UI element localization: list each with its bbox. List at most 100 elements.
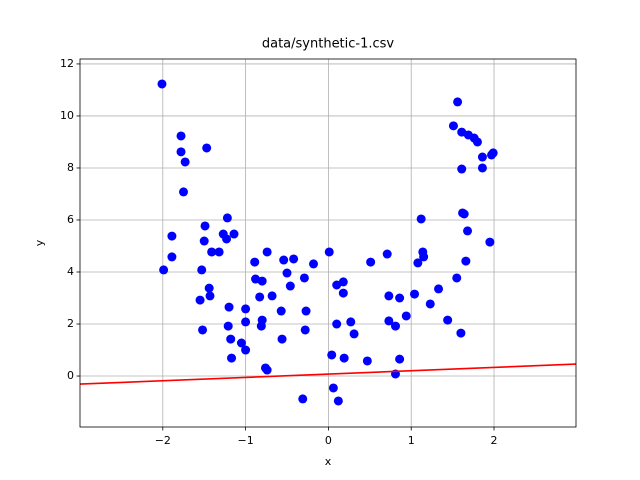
y-tick-label: 12 <box>60 57 74 70</box>
scatter-point <box>366 257 376 267</box>
scatter-point <box>180 157 190 167</box>
scatter-point <box>179 187 189 197</box>
scatter-point <box>204 283 214 293</box>
scatter-point <box>419 252 429 262</box>
scatter-point <box>425 299 435 309</box>
scatter-point <box>195 295 205 305</box>
y-tick-label: 6 <box>67 213 74 226</box>
scatter-point <box>236 338 246 348</box>
scatter-point <box>477 163 487 173</box>
axes-frame <box>79 58 577 428</box>
scatter-point <box>167 252 177 262</box>
y-tick-label: 10 <box>60 109 74 122</box>
scatter-point <box>301 306 311 316</box>
scatter-point <box>324 247 334 257</box>
scatter-point <box>224 302 234 312</box>
scatter-point <box>309 259 319 269</box>
scatter-point <box>276 306 286 316</box>
x-tick-label: 2 <box>491 434 498 447</box>
scatter-point <box>338 277 348 287</box>
fit-line <box>79 363 577 385</box>
scatter-point <box>157 79 167 89</box>
scatter-point <box>362 356 372 366</box>
scatter-point <box>176 131 186 141</box>
x-tick-label: −1 <box>237 434 253 447</box>
scatter-point <box>229 229 239 239</box>
scatter-point <box>459 209 469 219</box>
scatter-point <box>346 317 356 327</box>
scatter-point <box>262 365 272 375</box>
scatter-point <box>413 258 423 268</box>
scatter-point <box>298 394 308 404</box>
x-tick-label: −2 <box>155 434 171 447</box>
scatter-point <box>395 354 405 364</box>
scatter-point <box>390 321 400 331</box>
scatter-point <box>277 334 287 344</box>
scatter-point <box>199 236 209 246</box>
scatter-point <box>401 311 411 321</box>
scatter-point <box>299 273 309 283</box>
scatter-point <box>285 281 295 291</box>
scatter-point <box>207 247 217 257</box>
y-tick-label: 4 <box>67 265 74 278</box>
scatter-point <box>282 268 292 278</box>
x-axis-label: x <box>325 455 332 468</box>
y-tick-label: 8 <box>67 161 74 174</box>
grid <box>80 59 576 427</box>
plot-area <box>79 79 577 406</box>
scatter-point <box>241 317 251 327</box>
scatter-point <box>262 247 272 257</box>
scatter-point <box>410 289 420 299</box>
x-tick-label: 1 <box>408 434 415 447</box>
scatter-point <box>250 257 260 267</box>
scatter-point <box>159 265 169 275</box>
scatter-point <box>267 291 277 301</box>
y-tick-label: 2 <box>67 317 74 330</box>
scatter-point <box>339 353 349 363</box>
scatter-point <box>327 350 337 360</box>
scatter-point <box>338 288 348 298</box>
scatter-point <box>332 319 342 329</box>
scatter-point <box>198 325 208 335</box>
scatter-point <box>461 256 471 266</box>
scatter-point <box>214 247 224 257</box>
scatter-point <box>384 316 394 326</box>
scatter-point <box>416 214 426 224</box>
scatter-point <box>485 237 495 247</box>
scatter-point <box>472 137 482 147</box>
x-tick-label: 0 <box>325 434 332 447</box>
scatter-point <box>452 273 462 283</box>
scatter-point <box>384 291 394 301</box>
y-tick-label: 0 <box>67 369 74 382</box>
scatter-point <box>257 276 267 286</box>
scatter-point <box>395 293 405 303</box>
scatter-point <box>477 152 487 162</box>
scatter-point <box>453 97 463 107</box>
scatter-point <box>443 315 453 325</box>
scatter-point <box>488 148 498 158</box>
scatter-point <box>167 231 177 241</box>
scatter-point <box>205 291 215 301</box>
scatter-point <box>256 321 266 331</box>
scatter-point <box>328 383 338 393</box>
y-axis-label: y <box>33 239 46 246</box>
scatter-point <box>223 321 233 331</box>
scatter-point <box>176 147 186 157</box>
scatter-point <box>448 121 458 131</box>
scatter-point <box>289 254 299 264</box>
scatter-point <box>226 334 236 344</box>
scatter-point <box>457 164 467 174</box>
scatter-point <box>463 226 473 236</box>
scatter-point <box>349 329 359 339</box>
scatter-point <box>222 213 232 223</box>
scatter-point <box>241 345 251 355</box>
scatter-point <box>333 396 343 406</box>
scatter-point <box>456 328 466 338</box>
scatter-point <box>255 292 265 302</box>
scatter-point <box>300 325 310 335</box>
scatter-point <box>202 143 212 153</box>
scatter-point <box>197 265 207 275</box>
scatter-point <box>222 234 232 244</box>
scatter-point <box>200 221 210 231</box>
